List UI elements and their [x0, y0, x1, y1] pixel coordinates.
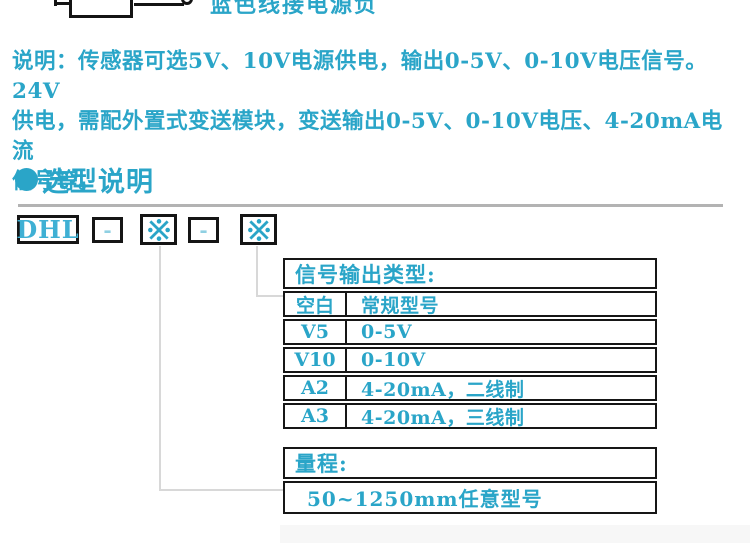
- table-row: V5 0-5V: [283, 319, 657, 345]
- next-section-strip: [280, 525, 750, 543]
- section-header: 选型说明: [15, 160, 154, 199]
- model-code-box-wildcard: [140, 214, 177, 245]
- wiring-diagram-partial: 蓝色线接电源负: [0, 0, 440, 24]
- bullet-icon: [15, 168, 38, 191]
- table-row: A2 4-20mA，二线制: [283, 375, 657, 401]
- desc-cell: 0-10V: [361, 349, 426, 371]
- horizontal-rule: [18, 204, 723, 207]
- wire-lead: [134, 3, 184, 6]
- table-header: 量程:: [283, 447, 657, 479]
- connector-line: [256, 295, 284, 297]
- desc-cell: 0-5V: [361, 321, 413, 343]
- desc-cell: 4-20mA，三线制: [361, 406, 525, 429]
- model-code-box-dash: -: [92, 217, 123, 243]
- table-header: 信号输出类型:: [283, 258, 657, 289]
- terminal-circle: [181, 0, 193, 5]
- range-table: 量程: 50~1250mm任意型号: [283, 447, 657, 514]
- table-row: A3 4-20mA，三线制: [283, 403, 657, 429]
- code-cell: A3: [285, 405, 347, 427]
- code-cell: V10: [285, 349, 347, 371]
- table-row: 空白 常规型号: [283, 291, 657, 317]
- code-cell: V5: [285, 321, 347, 343]
- connector-line: [256, 246, 258, 297]
- description-paragraph: 说明：传感器可选5V、10V电源供电，输出0-5V、0-10V电压信号。24V …: [12, 49, 723, 194]
- code-cell: 空白: [285, 293, 347, 317]
- model-code-box-wildcard: [240, 214, 277, 245]
- desc-cell: 常规型号: [361, 294, 440, 317]
- section-title: 选型说明: [42, 167, 154, 198]
- reference-mark-icon: [147, 218, 170, 241]
- desc-cell: 4-20mA，二线制: [361, 378, 525, 401]
- wire-label: 蓝色线接电源负: [210, 0, 379, 18]
- connector-line: [159, 489, 284, 491]
- model-code-box-dhl: DHL: [16, 215, 80, 244]
- sensor-body-outline: [69, 0, 133, 18]
- table-row: 50~1250mm任意型号: [283, 481, 657, 514]
- signal-output-table: 信号输出类型: 空白 常规型号 V5 0-5V V10 0-10V A2 4-2…: [283, 258, 657, 429]
- wire-stub: [54, 2, 72, 5]
- reference-mark-icon: [247, 218, 270, 241]
- model-code-box-dash: -: [188, 217, 219, 243]
- table-row: V10 0-10V: [283, 347, 657, 373]
- code-cell: A2: [285, 377, 347, 399]
- connector-line: [159, 246, 161, 491]
